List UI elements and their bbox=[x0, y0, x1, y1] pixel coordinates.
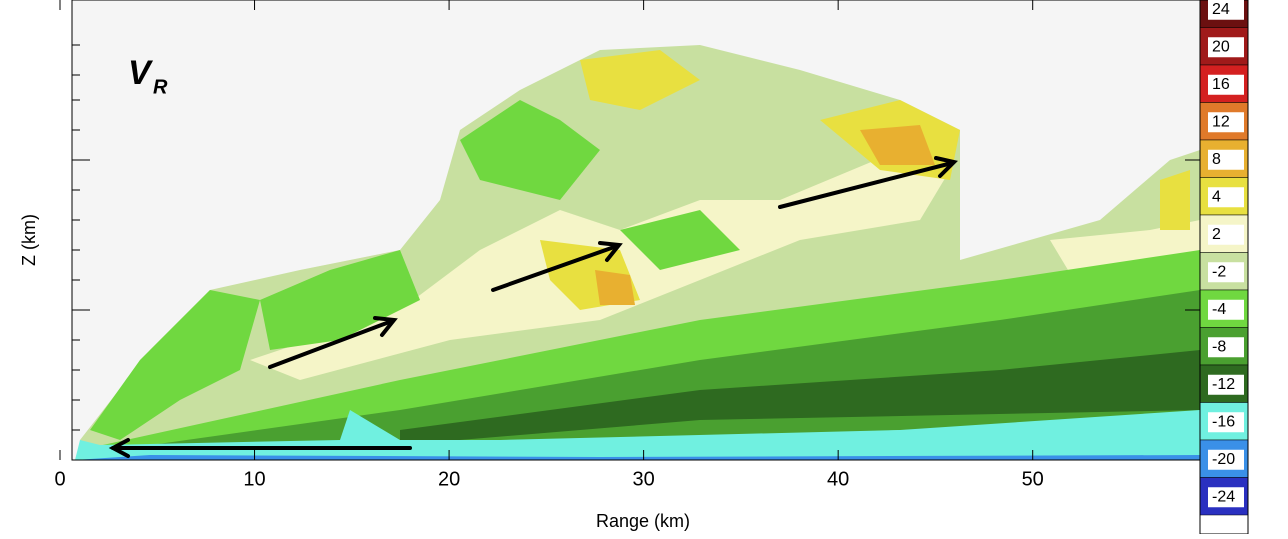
colorbar-label: -8 bbox=[1212, 338, 1226, 355]
x-tick-label: 20 bbox=[438, 468, 460, 490]
colorbar-label: -24 bbox=[1212, 488, 1235, 505]
colorbar-label: -4 bbox=[1212, 301, 1226, 318]
colorbar-label: 24 bbox=[1212, 1, 1230, 18]
colorbar-label-bg bbox=[1208, 187, 1244, 208]
colorbar-label-bg bbox=[1208, 449, 1244, 470]
colorbar-label: 16 bbox=[1212, 76, 1230, 93]
y-axis-label: Z (km) bbox=[19, 214, 39, 266]
x-tick-label: 0 bbox=[54, 468, 65, 490]
colorbar-label-bg bbox=[1208, 412, 1244, 433]
flow-arrows bbox=[108, 156, 958, 458]
colorbar-label: 8 bbox=[1212, 151, 1221, 168]
colorbar-label-bg bbox=[1208, 112, 1244, 133]
y-minor-ticks bbox=[72, 44, 1200, 431]
annotation: V bbox=[128, 54, 154, 92]
colorbar-label-bg bbox=[1208, 487, 1244, 508]
colorbar-label: -12 bbox=[1212, 376, 1235, 393]
colorbar-label-bg bbox=[1208, 37, 1244, 58]
colorbar-label-bg bbox=[1208, 0, 1244, 20]
colorbar-label: 20 bbox=[1212, 38, 1230, 55]
colorbar-label: 2 bbox=[1212, 226, 1221, 243]
colorbar-label-bg bbox=[1208, 262, 1244, 283]
annotation-sub: R bbox=[153, 76, 168, 98]
colorbar-label: -2 bbox=[1212, 263, 1226, 280]
colorbar-label-bg bbox=[1208, 149, 1244, 170]
x-tick-label: 50 bbox=[1022, 468, 1044, 490]
colorbar-label: 12 bbox=[1212, 113, 1230, 130]
colorbar-label-bg bbox=[1208, 374, 1244, 395]
colorbar-label-bg bbox=[1208, 337, 1244, 358]
x-tick-label: 30 bbox=[632, 468, 654, 490]
colorbar-label: 4 bbox=[1212, 188, 1221, 205]
x-tick-label: 10 bbox=[243, 468, 265, 490]
x-axis-label: Range (km) bbox=[596, 511, 690, 531]
colorbar-label: -16 bbox=[1212, 413, 1235, 430]
colorbar-label: -20 bbox=[1212, 451, 1235, 468]
colorbar-label-bg bbox=[1208, 299, 1244, 320]
colorbar-label-bg bbox=[1208, 224, 1244, 245]
x-tick-label: 40 bbox=[827, 468, 849, 490]
colorbar-label-bg bbox=[1208, 74, 1244, 95]
